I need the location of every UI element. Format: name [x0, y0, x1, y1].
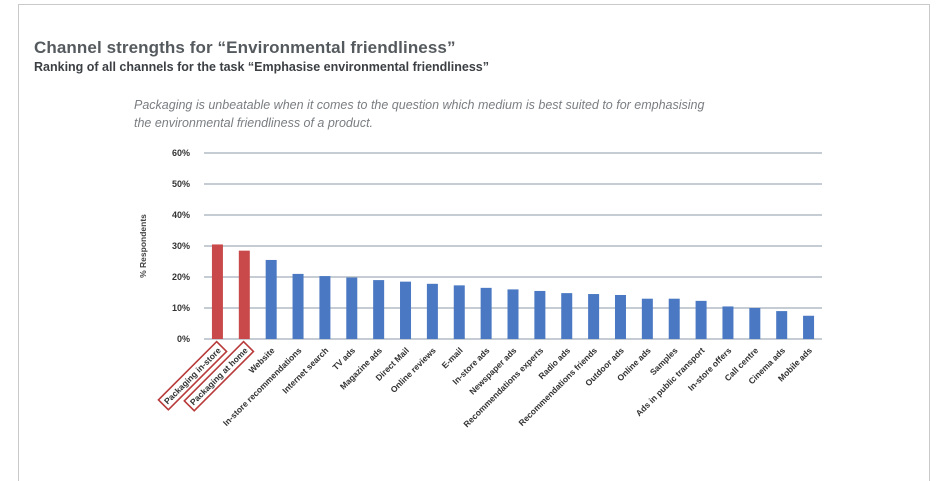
x-tick-label-group: Newspaper ads: [467, 345, 518, 396]
bar: [507, 289, 519, 339]
x-tick-label-group: E-mail: [440, 345, 465, 370]
bar: [319, 276, 331, 339]
bar: [803, 315, 815, 339]
bar: [614, 294, 626, 339]
bar: [346, 277, 358, 339]
bar: [722, 306, 734, 339]
bar: [695, 300, 707, 339]
y-tick-label: 50%: [172, 179, 190, 189]
bar: [776, 311, 788, 339]
bar: [749, 308, 761, 339]
x-tick-label: E-mail: [440, 345, 465, 370]
bar: [238, 250, 250, 339]
note-line-1: Packaging is unbeatable when it comes to…: [134, 98, 705, 112]
note-line-2: the environmental friendliness of a prod…: [134, 116, 374, 130]
bar: [426, 283, 438, 339]
y-tick-label: 60%: [172, 148, 190, 158]
bar: [668, 298, 680, 339]
bar: [265, 259, 277, 339]
y-tick-label: 10%: [172, 303, 190, 313]
y-axis-label: % Respondents: [138, 214, 148, 278]
bar: [561, 293, 573, 339]
chart-title: Channel strengths for “Environmental fri…: [34, 38, 456, 57]
y-tick-label: 40%: [172, 210, 190, 220]
y-tick-label: 30%: [172, 241, 190, 251]
bar: [211, 244, 223, 339]
bar: [373, 280, 385, 339]
bar: [292, 273, 304, 339]
bar: [400, 281, 412, 339]
highlight-box: [183, 340, 255, 412]
chart-note: Packaging is unbeatable when it comes to…: [134, 96, 894, 132]
bar: [453, 285, 465, 339]
x-tick-label: Newspaper ads: [467, 345, 518, 396]
bar: [534, 290, 546, 339]
bar: [588, 294, 600, 339]
highlight-box: [157, 340, 228, 411]
chart-frame: [18, 4, 930, 481]
chart-subtitle: Ranking of all channels for the task “Em…: [34, 60, 489, 74]
bar: [480, 287, 492, 339]
bar: [641, 298, 653, 339]
y-tick-label: 0%: [177, 334, 190, 344]
y-tick-label: 20%: [172, 272, 190, 282]
